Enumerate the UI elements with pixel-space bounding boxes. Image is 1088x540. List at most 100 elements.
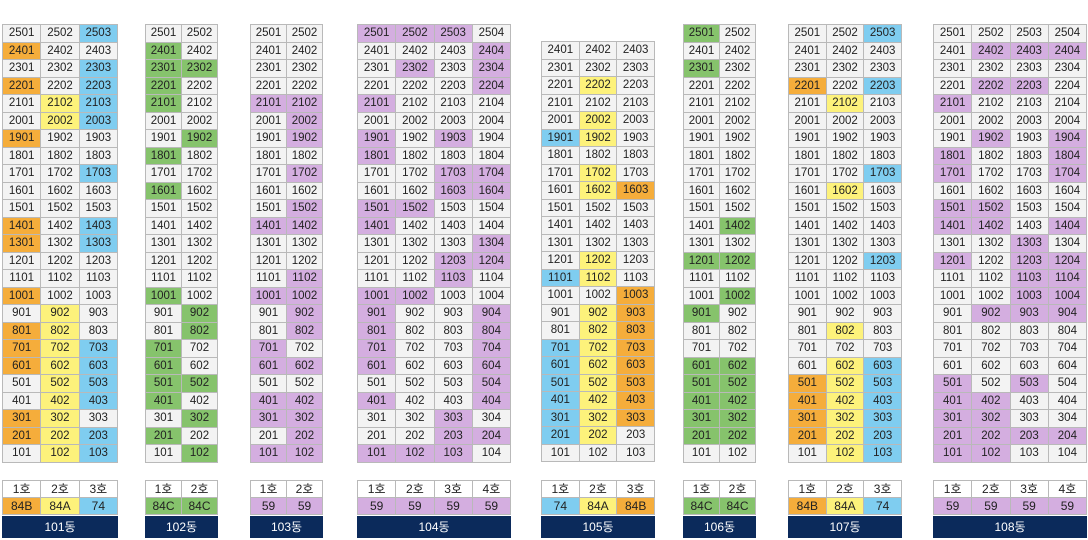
unit-cell[interactable]: 1002 bbox=[578, 286, 618, 305]
unit-cell[interactable]: 1603 bbox=[863, 181, 902, 200]
unit-cell[interactable]: 1802 bbox=[578, 146, 618, 165]
unit-cell[interactable]: 2001 bbox=[541, 111, 580, 130]
unit-cell[interactable]: 1301 bbox=[933, 234, 973, 253]
unit-cell[interactable]: 104 bbox=[1047, 444, 1087, 463]
unit-cell[interactable]: 1601 bbox=[357, 181, 397, 200]
unit-cell[interactable]: 902 bbox=[181, 304, 218, 323]
unit-cell[interactable]: 102 bbox=[286, 444, 323, 463]
unit-cell[interactable]: 1902 bbox=[825, 129, 865, 148]
unit-cell[interactable]: 1401 bbox=[357, 216, 397, 235]
unit-cell[interactable]: 601 bbox=[683, 356, 720, 375]
unit-cell[interactable]: 701 bbox=[2, 339, 42, 358]
unit-cell[interactable]: 601 bbox=[541, 356, 580, 375]
unit-cell[interactable]: 203 bbox=[433, 426, 473, 445]
unit-cell[interactable]: 2101 bbox=[250, 94, 287, 113]
unit-cell[interactable]: 104 bbox=[471, 444, 511, 463]
unit-cell[interactable]: 2202 bbox=[286, 76, 323, 95]
unit-cell[interactable]: 2401 bbox=[541, 41, 580, 60]
unit-cell[interactable]: 1202 bbox=[181, 251, 218, 270]
unit-cell[interactable]: 302 bbox=[181, 409, 218, 428]
unit-cell[interactable]: 2002 bbox=[825, 111, 865, 130]
unit-cell[interactable]: 603 bbox=[1009, 356, 1049, 375]
unit-cell[interactable]: 1002 bbox=[971, 286, 1011, 305]
unit-cell[interactable]: 201 bbox=[250, 426, 287, 445]
unit-cell[interactable]: 703 bbox=[1009, 339, 1049, 358]
unit-cell[interactable]: 1902 bbox=[578, 128, 618, 147]
unit-cell[interactable]: 1702 bbox=[971, 164, 1011, 183]
unit-cell[interactable]: 2304 bbox=[471, 59, 511, 78]
unit-cell[interactable]: 2201 bbox=[357, 76, 397, 95]
unit-cell[interactable]: 1002 bbox=[719, 286, 756, 305]
unit-cell[interactable]: 804 bbox=[471, 321, 511, 340]
unit-cell[interactable]: 201 bbox=[2, 426, 42, 445]
unit-cell[interactable]: 1402 bbox=[286, 216, 323, 235]
unit-cell[interactable]: 503 bbox=[78, 374, 118, 393]
unit-cell[interactable]: 2303 bbox=[433, 59, 473, 78]
unit-cell[interactable]: 204 bbox=[1047, 426, 1087, 445]
unit-cell[interactable]: 2301 bbox=[788, 59, 827, 78]
unit-cell[interactable]: 2101 bbox=[145, 94, 182, 113]
unit-cell[interactable]: 1701 bbox=[683, 164, 720, 183]
unit-cell[interactable]: 1702 bbox=[286, 164, 323, 183]
unit-cell[interactable]: 1701 bbox=[145, 164, 182, 183]
unit-cell[interactable]: 2402 bbox=[971, 41, 1011, 60]
unit-cell[interactable]: 902 bbox=[719, 304, 756, 323]
unit-cell[interactable]: 1904 bbox=[1047, 129, 1087, 148]
unit-cell[interactable]: 2503 bbox=[1009, 24, 1049, 43]
unit-cell[interactable]: 1401 bbox=[933, 216, 973, 235]
unit-cell[interactable]: 502 bbox=[825, 374, 865, 393]
unit-cell[interactable]: 802 bbox=[719, 321, 756, 340]
unit-cell[interactable]: 101 bbox=[2, 444, 42, 463]
unit-cell[interactable]: 1102 bbox=[825, 269, 865, 288]
unit-cell[interactable]: 2201 bbox=[145, 76, 182, 95]
unit-cell[interactable]: 1801 bbox=[2, 146, 42, 165]
unit-cell[interactable]: 402 bbox=[286, 391, 323, 410]
unit-cell[interactable]: 2102 bbox=[971, 94, 1011, 113]
unit-cell[interactable]: 1202 bbox=[395, 251, 435, 270]
unit-cell[interactable]: 1801 bbox=[541, 146, 580, 165]
unit-cell[interactable]: 901 bbox=[145, 304, 182, 323]
unit-cell[interactable]: 803 bbox=[78, 321, 118, 340]
unit-cell[interactable]: 2403 bbox=[78, 41, 118, 60]
unit-cell[interactable]: 301 bbox=[250, 409, 287, 428]
unit-cell[interactable]: 2403 bbox=[433, 41, 473, 60]
unit-cell[interactable]: 1601 bbox=[683, 181, 720, 200]
unit-cell[interactable]: 404 bbox=[471, 391, 511, 410]
unit-cell[interactable]: 1001 bbox=[250, 286, 287, 305]
unit-cell[interactable]: 601 bbox=[145, 356, 182, 375]
unit-cell[interactable]: 1301 bbox=[541, 233, 580, 252]
unit-cell[interactable]: 901 bbox=[2, 304, 42, 323]
unit-cell[interactable]: 1201 bbox=[357, 251, 397, 270]
unit-cell[interactable]: 1601 bbox=[145, 181, 182, 200]
unit-cell[interactable]: 2101 bbox=[683, 94, 720, 113]
unit-cell[interactable]: 1001 bbox=[788, 286, 827, 305]
unit-cell[interactable]: 1802 bbox=[971, 146, 1011, 165]
unit-cell[interactable]: 401 bbox=[541, 391, 580, 410]
unit-cell[interactable]: 602 bbox=[719, 356, 756, 375]
unit-cell[interactable]: 2104 bbox=[1047, 94, 1087, 113]
unit-cell[interactable]: 1801 bbox=[933, 146, 973, 165]
unit-cell[interactable]: 901 bbox=[933, 304, 973, 323]
unit-cell[interactable]: 1901 bbox=[933, 129, 973, 148]
unit-cell[interactable]: 2101 bbox=[541, 93, 580, 112]
unit-cell[interactable]: 2102 bbox=[181, 94, 218, 113]
unit-cell[interactable]: 503 bbox=[1009, 374, 1049, 393]
unit-cell[interactable]: 602 bbox=[181, 356, 218, 375]
unit-cell[interactable]: 1102 bbox=[181, 269, 218, 288]
unit-cell[interactable]: 1602 bbox=[719, 181, 756, 200]
unit-cell[interactable]: 802 bbox=[40, 321, 80, 340]
unit-cell[interactable]: 2301 bbox=[145, 59, 182, 78]
unit-cell[interactable]: 1001 bbox=[683, 286, 720, 305]
unit-cell[interactable]: 2502 bbox=[286, 24, 323, 43]
unit-cell[interactable]: 1902 bbox=[971, 129, 1011, 148]
unit-cell[interactable]: 701 bbox=[933, 339, 973, 358]
unit-cell[interactable]: 1401 bbox=[541, 216, 580, 235]
unit-cell[interactable]: 2501 bbox=[683, 24, 720, 43]
unit-cell[interactable]: 2501 bbox=[145, 24, 182, 43]
unit-cell[interactable]: 2402 bbox=[40, 41, 80, 60]
unit-cell[interactable]: 1702 bbox=[578, 163, 618, 182]
unit-cell[interactable]: 1001 bbox=[357, 286, 397, 305]
unit-cell[interactable]: 301 bbox=[933, 409, 973, 428]
unit-cell[interactable]: 2103 bbox=[433, 94, 473, 113]
unit-cell[interactable]: 1502 bbox=[719, 199, 756, 218]
